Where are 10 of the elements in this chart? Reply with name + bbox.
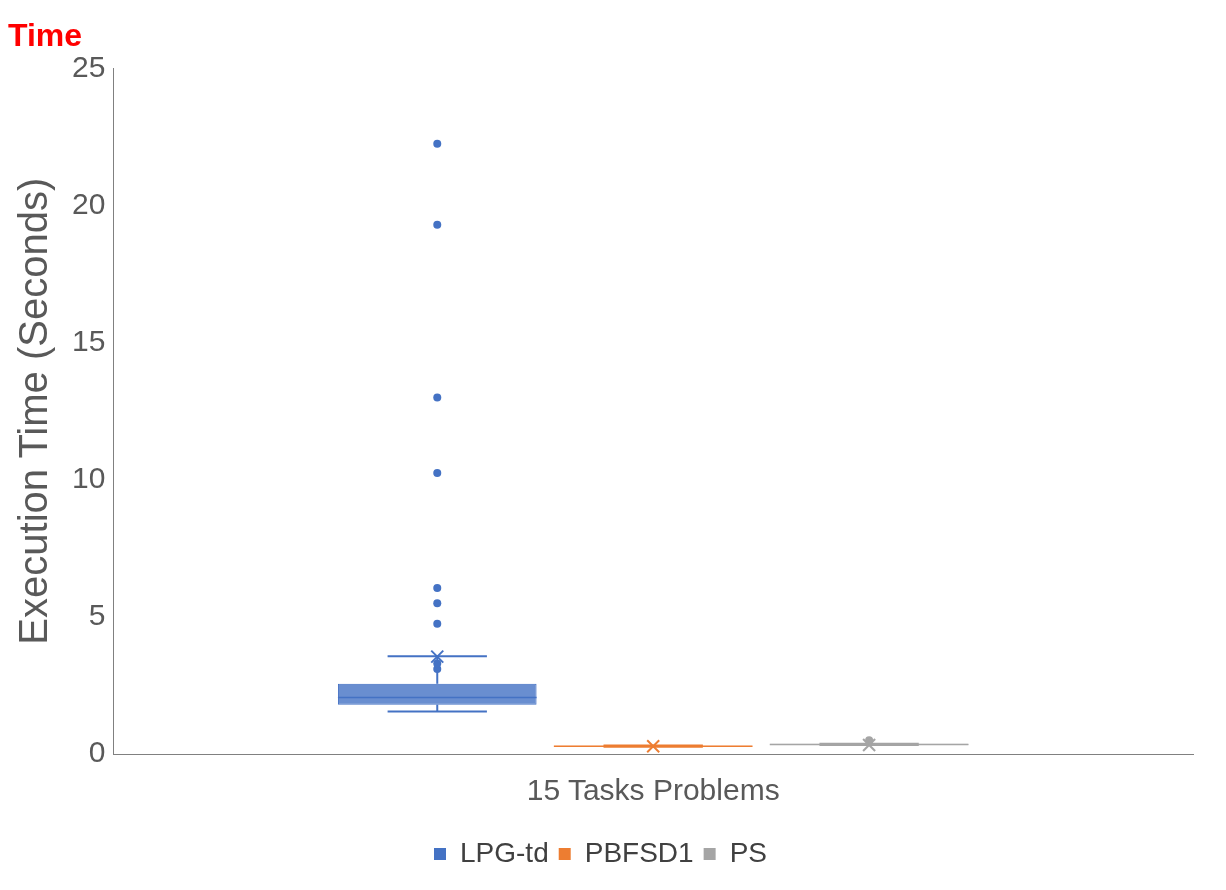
y-axis-title: Execution Time (Seconds) xyxy=(11,177,56,645)
x-tick-label: 15 Tasks Problems xyxy=(526,773,780,807)
y-tick-label: 20 xyxy=(71,186,106,220)
legend-label: PS xyxy=(729,836,767,868)
y-tick-label: 5 xyxy=(88,598,106,632)
y-tick-label: 15 xyxy=(71,323,106,357)
legend-label: LPG-td xyxy=(460,836,549,868)
y-tick-label: 0 xyxy=(88,735,106,769)
y-tick-label: 10 xyxy=(71,461,106,495)
legend-label: PBFSD1 xyxy=(584,836,694,868)
